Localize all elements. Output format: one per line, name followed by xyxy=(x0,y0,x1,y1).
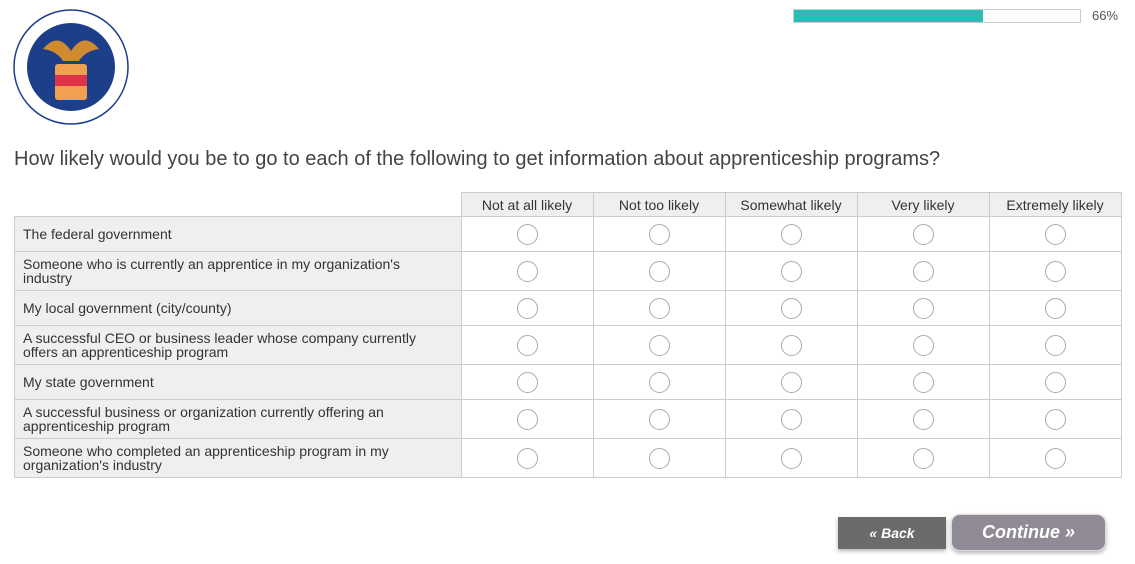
radio-button[interactable] xyxy=(780,297,802,319)
radio-cell xyxy=(988,290,1122,326)
radio-button[interactable] xyxy=(1044,408,1066,430)
table-row: Someone who completed an apprenticeship … xyxy=(14,438,1122,478)
radio-button[interactable] xyxy=(780,371,802,393)
radio-button[interactable] xyxy=(1044,223,1066,245)
radio-cell xyxy=(856,216,990,252)
radio-cell xyxy=(460,290,594,326)
row-label: My local government (city/county) xyxy=(14,290,462,326)
radio-button[interactable] xyxy=(648,297,670,319)
radio-button[interactable] xyxy=(516,408,538,430)
table-row: A successful business or organization cu… xyxy=(14,399,1122,439)
radio-button[interactable] xyxy=(912,297,934,319)
radio-button[interactable] xyxy=(1044,447,1066,469)
radio-cell xyxy=(988,438,1122,478)
radio-cell xyxy=(592,399,726,439)
radio-button[interactable] xyxy=(912,447,934,469)
radio-button[interactable] xyxy=(780,447,802,469)
back-button[interactable]: « Back xyxy=(838,517,946,549)
row-label: A successful business or organization cu… xyxy=(14,399,462,439)
radio-button[interactable] xyxy=(1044,334,1066,356)
radio-button[interactable] xyxy=(912,260,934,282)
radio-button[interactable] xyxy=(1044,371,1066,393)
radio-button[interactable] xyxy=(516,371,538,393)
radio-button[interactable] xyxy=(648,447,670,469)
header-blank xyxy=(14,192,461,217)
radio-button[interactable] xyxy=(912,408,934,430)
radio-cell xyxy=(724,325,858,365)
radio-cell xyxy=(856,325,990,365)
radio-cell xyxy=(988,251,1122,291)
row-label: Someone who completed an apprenticeship … xyxy=(14,438,462,478)
table-row: Someone who is currently an apprentice i… xyxy=(14,251,1122,291)
radio-cell xyxy=(724,216,858,252)
radio-cell xyxy=(856,399,990,439)
radio-cell xyxy=(988,399,1122,439)
radio-cell xyxy=(724,399,858,439)
column-header: Not at all likely xyxy=(460,192,594,217)
radio-cell xyxy=(460,325,594,365)
likert-matrix: Not at all likely Not too likely Somewhat … xyxy=(14,192,1122,478)
radio-button[interactable] xyxy=(780,260,802,282)
radio-cell xyxy=(856,251,990,291)
radio-button[interactable] xyxy=(780,408,802,430)
radio-button[interactable] xyxy=(912,334,934,356)
radio-cell xyxy=(988,325,1122,365)
continue-button[interactable]: Continue » xyxy=(951,514,1106,551)
table-row: My local government (city/county) xyxy=(14,290,1122,326)
row-label: My state government xyxy=(14,364,462,400)
radio-button[interactable] xyxy=(648,260,670,282)
radio-cell xyxy=(724,251,858,291)
radio-cell xyxy=(856,290,990,326)
radio-button[interactable] xyxy=(1044,260,1066,282)
column-header: Very likely xyxy=(856,192,990,217)
column-header: Extremely likely xyxy=(988,192,1122,217)
radio-cell xyxy=(592,325,726,365)
row-label: A successful CEO or business leader whos… xyxy=(14,325,462,365)
radio-button[interactable] xyxy=(912,223,934,245)
radio-button[interactable] xyxy=(648,408,670,430)
row-label: Someone who is currently an apprentice i… xyxy=(14,251,462,291)
progress-fill xyxy=(794,10,983,22)
radio-button[interactable] xyxy=(648,334,670,356)
department-of-labor-seal-logo xyxy=(13,9,129,125)
column-header: Somewhat likely xyxy=(724,192,858,217)
column-header: Not too likely xyxy=(592,192,726,217)
radio-cell xyxy=(592,438,726,478)
radio-cell xyxy=(460,364,594,400)
radio-cell xyxy=(592,216,726,252)
radio-cell xyxy=(460,251,594,291)
radio-cell xyxy=(724,290,858,326)
radio-cell xyxy=(724,364,858,400)
radio-cell xyxy=(592,251,726,291)
radio-cell xyxy=(856,364,990,400)
radio-button[interactable] xyxy=(516,447,538,469)
radio-cell xyxy=(460,216,594,252)
radio-button[interactable] xyxy=(516,223,538,245)
radio-button[interactable] xyxy=(912,371,934,393)
radio-cell xyxy=(592,364,726,400)
radio-cell xyxy=(460,438,594,478)
radio-button[interactable] xyxy=(648,371,670,393)
radio-cell xyxy=(592,290,726,326)
radio-cell xyxy=(460,399,594,439)
table-row: My state government xyxy=(14,364,1122,400)
row-label: The federal government xyxy=(14,216,462,252)
question-text: How likely would you be to go to each of… xyxy=(14,148,941,170)
progress-label: 66% xyxy=(1092,8,1119,23)
radio-cell xyxy=(856,438,990,478)
radio-cell xyxy=(988,216,1122,252)
radio-button[interactable] xyxy=(648,223,670,245)
radio-button[interactable] xyxy=(780,223,802,245)
table-row: A successful CEO or business leader whos… xyxy=(14,325,1122,365)
radio-button[interactable] xyxy=(780,334,802,356)
table-row: The federal government xyxy=(14,216,1122,252)
radio-button[interactable] xyxy=(516,297,538,319)
progress-bar xyxy=(793,9,1081,23)
radio-button[interactable] xyxy=(1044,297,1066,319)
radio-button[interactable] xyxy=(516,260,538,282)
radio-cell xyxy=(724,438,858,478)
radio-button[interactable] xyxy=(516,334,538,356)
radio-cell xyxy=(988,364,1122,400)
